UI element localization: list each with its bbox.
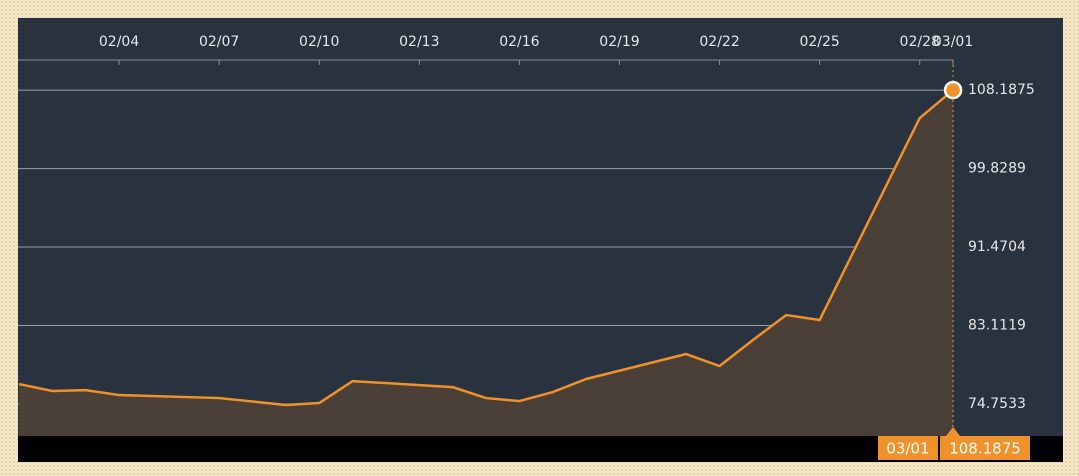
x-tick-label: 02/16 [499, 34, 539, 50]
cursor-pointer [946, 427, 961, 436]
line [18, 89, 954, 407]
x-tick-label: 03/01 [933, 34, 973, 50]
x-tick-label: 02/13 [399, 34, 439, 50]
x-tick-label: 02/19 [599, 34, 639, 50]
cursor-y-box [940, 436, 1030, 460]
cursor-point [943, 80, 963, 100]
x-tick-label: 02/28 [900, 34, 940, 50]
area [19, 90, 954, 436]
x-tick-label: 02/07 [199, 34, 239, 50]
y-tick-label: 83.1119 [968, 318, 1026, 334]
y-tick-label: 99.8289 [968, 161, 1026, 177]
x-tick-label: 02/10 [299, 34, 339, 50]
cursor-x-box [878, 436, 938, 460]
y-tick-label: 74.7533 [968, 396, 1026, 412]
cursor-x-label: 03/01 [886, 440, 929, 458]
x-tick-label: 02/25 [799, 34, 839, 50]
cursor-y-label: 108.1875 [949, 440, 1021, 458]
y-tick-label: 91.4704 [968, 239, 1026, 255]
x-tick-label: 02/22 [699, 34, 739, 50]
x-tick-label: 02/04 [99, 34, 139, 50]
y-tick-label: 108.1875 [968, 82, 1035, 98]
